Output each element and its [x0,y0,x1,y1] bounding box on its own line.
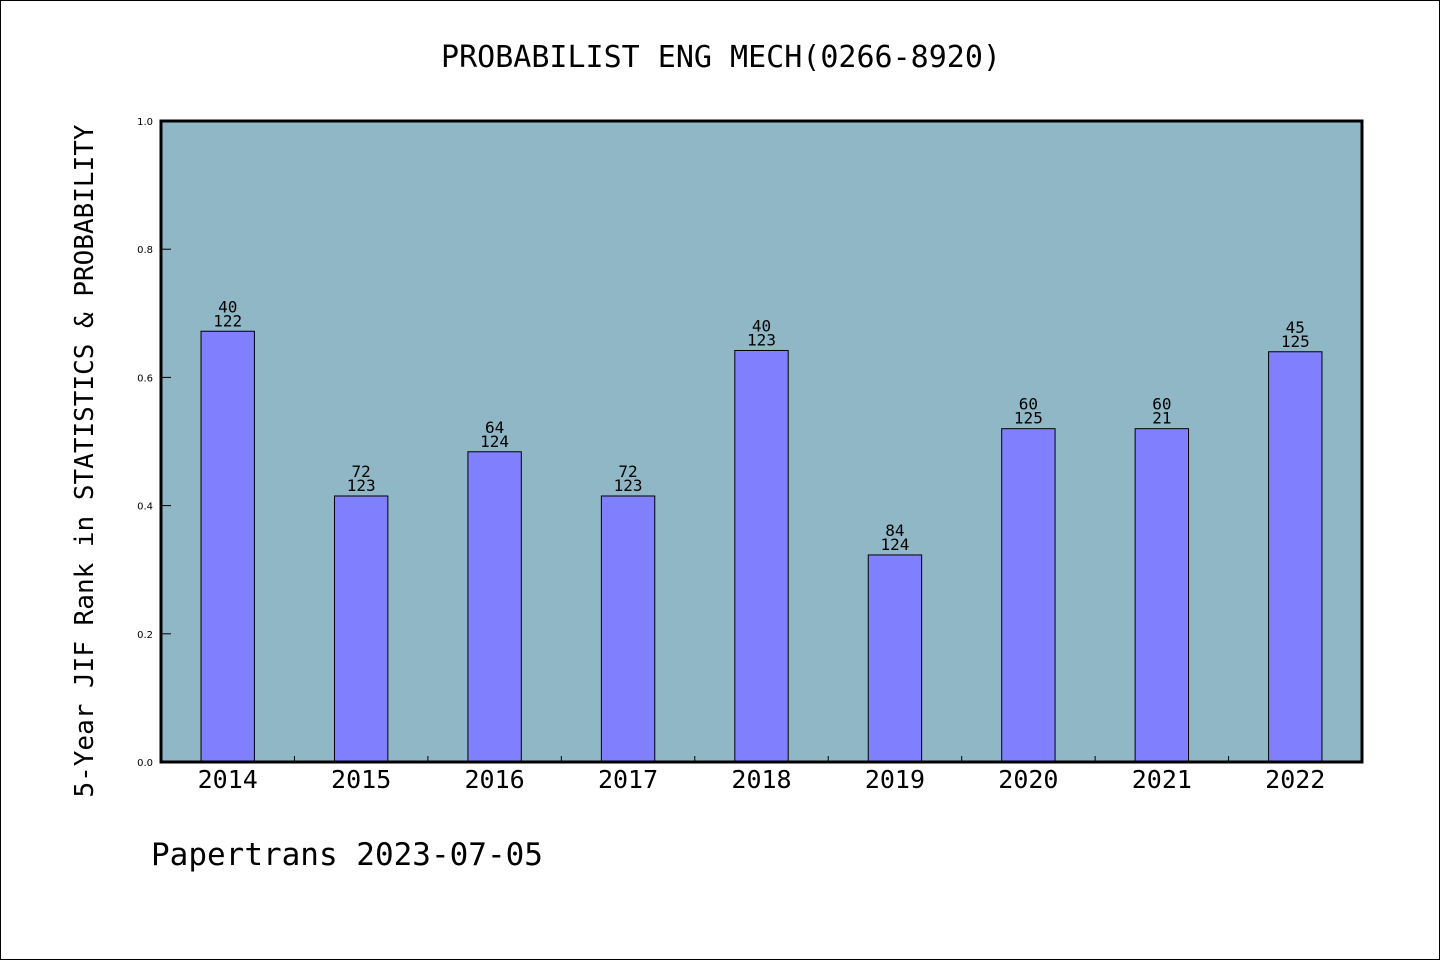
bar-label-2015-2: 123 [347,476,376,495]
y-tick-label-0.0: 0.0 [137,758,153,769]
bar-2014 [200,330,255,763]
y-axis-label: 5-Year JIF Rank in STATISTICS & PROBABIL… [70,124,100,797]
bar-label-2019-2: 124 [880,535,909,554]
bar-2022 [1268,351,1323,763]
y-tick-label-0.6: 0.6 [137,373,153,384]
x-axis: 2014 2015 2016 2017 2018 2019 2020 2021 2022 [198,756,1325,794]
y-tick-label-0.8: 0.8 [137,245,153,256]
bar-2017 [600,495,656,763]
x-tick-label-2014: 2014 [198,765,258,794]
x-tick-label-2019: 2019 [865,765,925,794]
bar-2020 [1001,428,1056,763]
bars-group [200,330,1323,763]
bar-2016 [467,451,522,763]
x-tick-label-2018: 2018 [731,765,791,794]
footer-credit: Papertrans 2023-07-05 [151,837,543,873]
bar-label-2017-1: 72 [618,462,637,481]
bar-2019 [867,554,923,763]
bar-label-2021-1: 60 [1152,395,1171,414]
bar-2018 [734,349,789,763]
y-tick-label-0.2: 0.2 [137,630,153,641]
bar-label-2014-1: 40 [218,297,237,316]
bar-label-2022-2: 125 [1281,332,1310,351]
x-tick-label-2016: 2016 [465,765,525,794]
bar-label-2020-2: 125 [1014,409,1043,428]
bar-label-2017-2: 123 [614,476,643,495]
bar-label-2016-1: 64 [485,418,504,437]
bar-2021 [1134,428,1190,763]
bar-label-2022-1: 45 [1286,318,1305,337]
bar-label-2014-2: 122 [213,311,242,330]
x-tick-label-2017: 2017 [598,765,658,794]
bar-label-2018-2: 123 [747,330,776,349]
y-tick-label-0.4: 0.4 [137,502,153,513]
y-tick-label-1.0: 1.0 [137,117,153,128]
bar-2015 [333,495,389,763]
x-tick-label-2021: 2021 [1132,765,1192,794]
bar-labels-group: 4012272123641247212340123841246012560214… [213,297,1309,554]
bar-label-2016-2: 124 [480,432,509,451]
x-tick-label-2022: 2022 [1265,765,1325,794]
bar-label-2019-1: 84 [885,521,904,540]
bar-label-2021-2: 21 [1152,409,1171,428]
bar-label-2015-1: 72 [352,462,371,481]
bar-label-2018-1: 40 [752,316,771,335]
chart-title: PROBABILIST ENG MECH(0266-8920) [441,40,1001,75]
x-tick-label-2020: 2020 [998,765,1058,794]
plot-border [159,119,1364,764]
bar-label-2020-1: 60 [1019,395,1038,414]
x-tick-label-2015: 2015 [331,765,391,794]
